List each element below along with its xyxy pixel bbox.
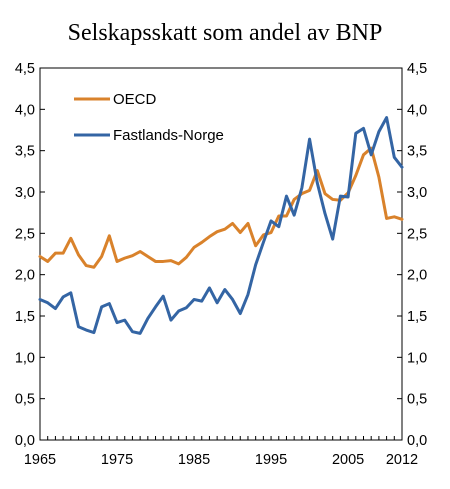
y-tick-label-left: 0,5 [15, 392, 35, 408]
y-tick-label-right: 4,5 [407, 61, 427, 77]
y-tick-label-left: 2,0 [15, 268, 35, 284]
y-tick-label-left: 4,5 [15, 61, 35, 77]
series-lines [38, 116, 404, 335]
y-tick-label-right: 4,0 [407, 102, 427, 118]
chart-title: Selskapsskatt som andel av BNP [68, 20, 383, 46]
y-tick-label-right: 3,5 [407, 144, 427, 160]
y-tick-label-left: 4,0 [15, 102, 35, 118]
legend: OECD Fastlands-Norge [74, 91, 224, 144]
legend-label: Fastlands-Norge [113, 127, 224, 144]
y-tick-label-left: 1,5 [15, 309, 35, 325]
series-line-oecd [38, 146, 404, 269]
y-tick-label-left: 0,0 [15, 433, 35, 449]
y-tick-label-left: 2,5 [15, 226, 35, 242]
x-axis: 1965 1975 1985 1995 2005 2012 [24, 436, 418, 468]
y-axis-right: 0,0 0,5 1,0 1,5 2,0 2,5 3,0 3,5 4,0 4,5 [397, 61, 427, 449]
x-tick-label: 1985 [178, 452, 210, 468]
y-tick-label-right: 0,0 [407, 433, 427, 449]
x-tick-label: 2012 [386, 452, 418, 468]
y-tick-label-left: 3,0 [15, 185, 35, 201]
y-tick-label-left: 1,0 [15, 350, 35, 366]
y-tick-label-right: 2,0 [407, 268, 427, 284]
y-tick-label-right: 3,0 [407, 185, 427, 201]
x-tick-label: 2005 [332, 452, 364, 468]
x-tick-label: 1965 [24, 452, 56, 468]
x-tick-label: 1995 [255, 452, 287, 468]
plot-frame [39, 67, 403, 441]
y-tick-label-right: 1,5 [407, 309, 427, 325]
legend-label: OECD [113, 91, 157, 108]
y-tick-label-right: 2,5 [407, 226, 427, 242]
y-tick-label-right: 0,5 [407, 392, 427, 408]
y-axis-left: 0,0 0,5 1,0 1,5 2,0 2,5 3,0 3,5 4,0 4,5 [15, 61, 45, 449]
y-tick-label-right: 1,0 [407, 350, 427, 366]
series-line-fastlands-norge [38, 116, 404, 335]
x-tick-label: 1975 [101, 452, 133, 468]
y-tick-label-left: 3,5 [15, 144, 35, 160]
